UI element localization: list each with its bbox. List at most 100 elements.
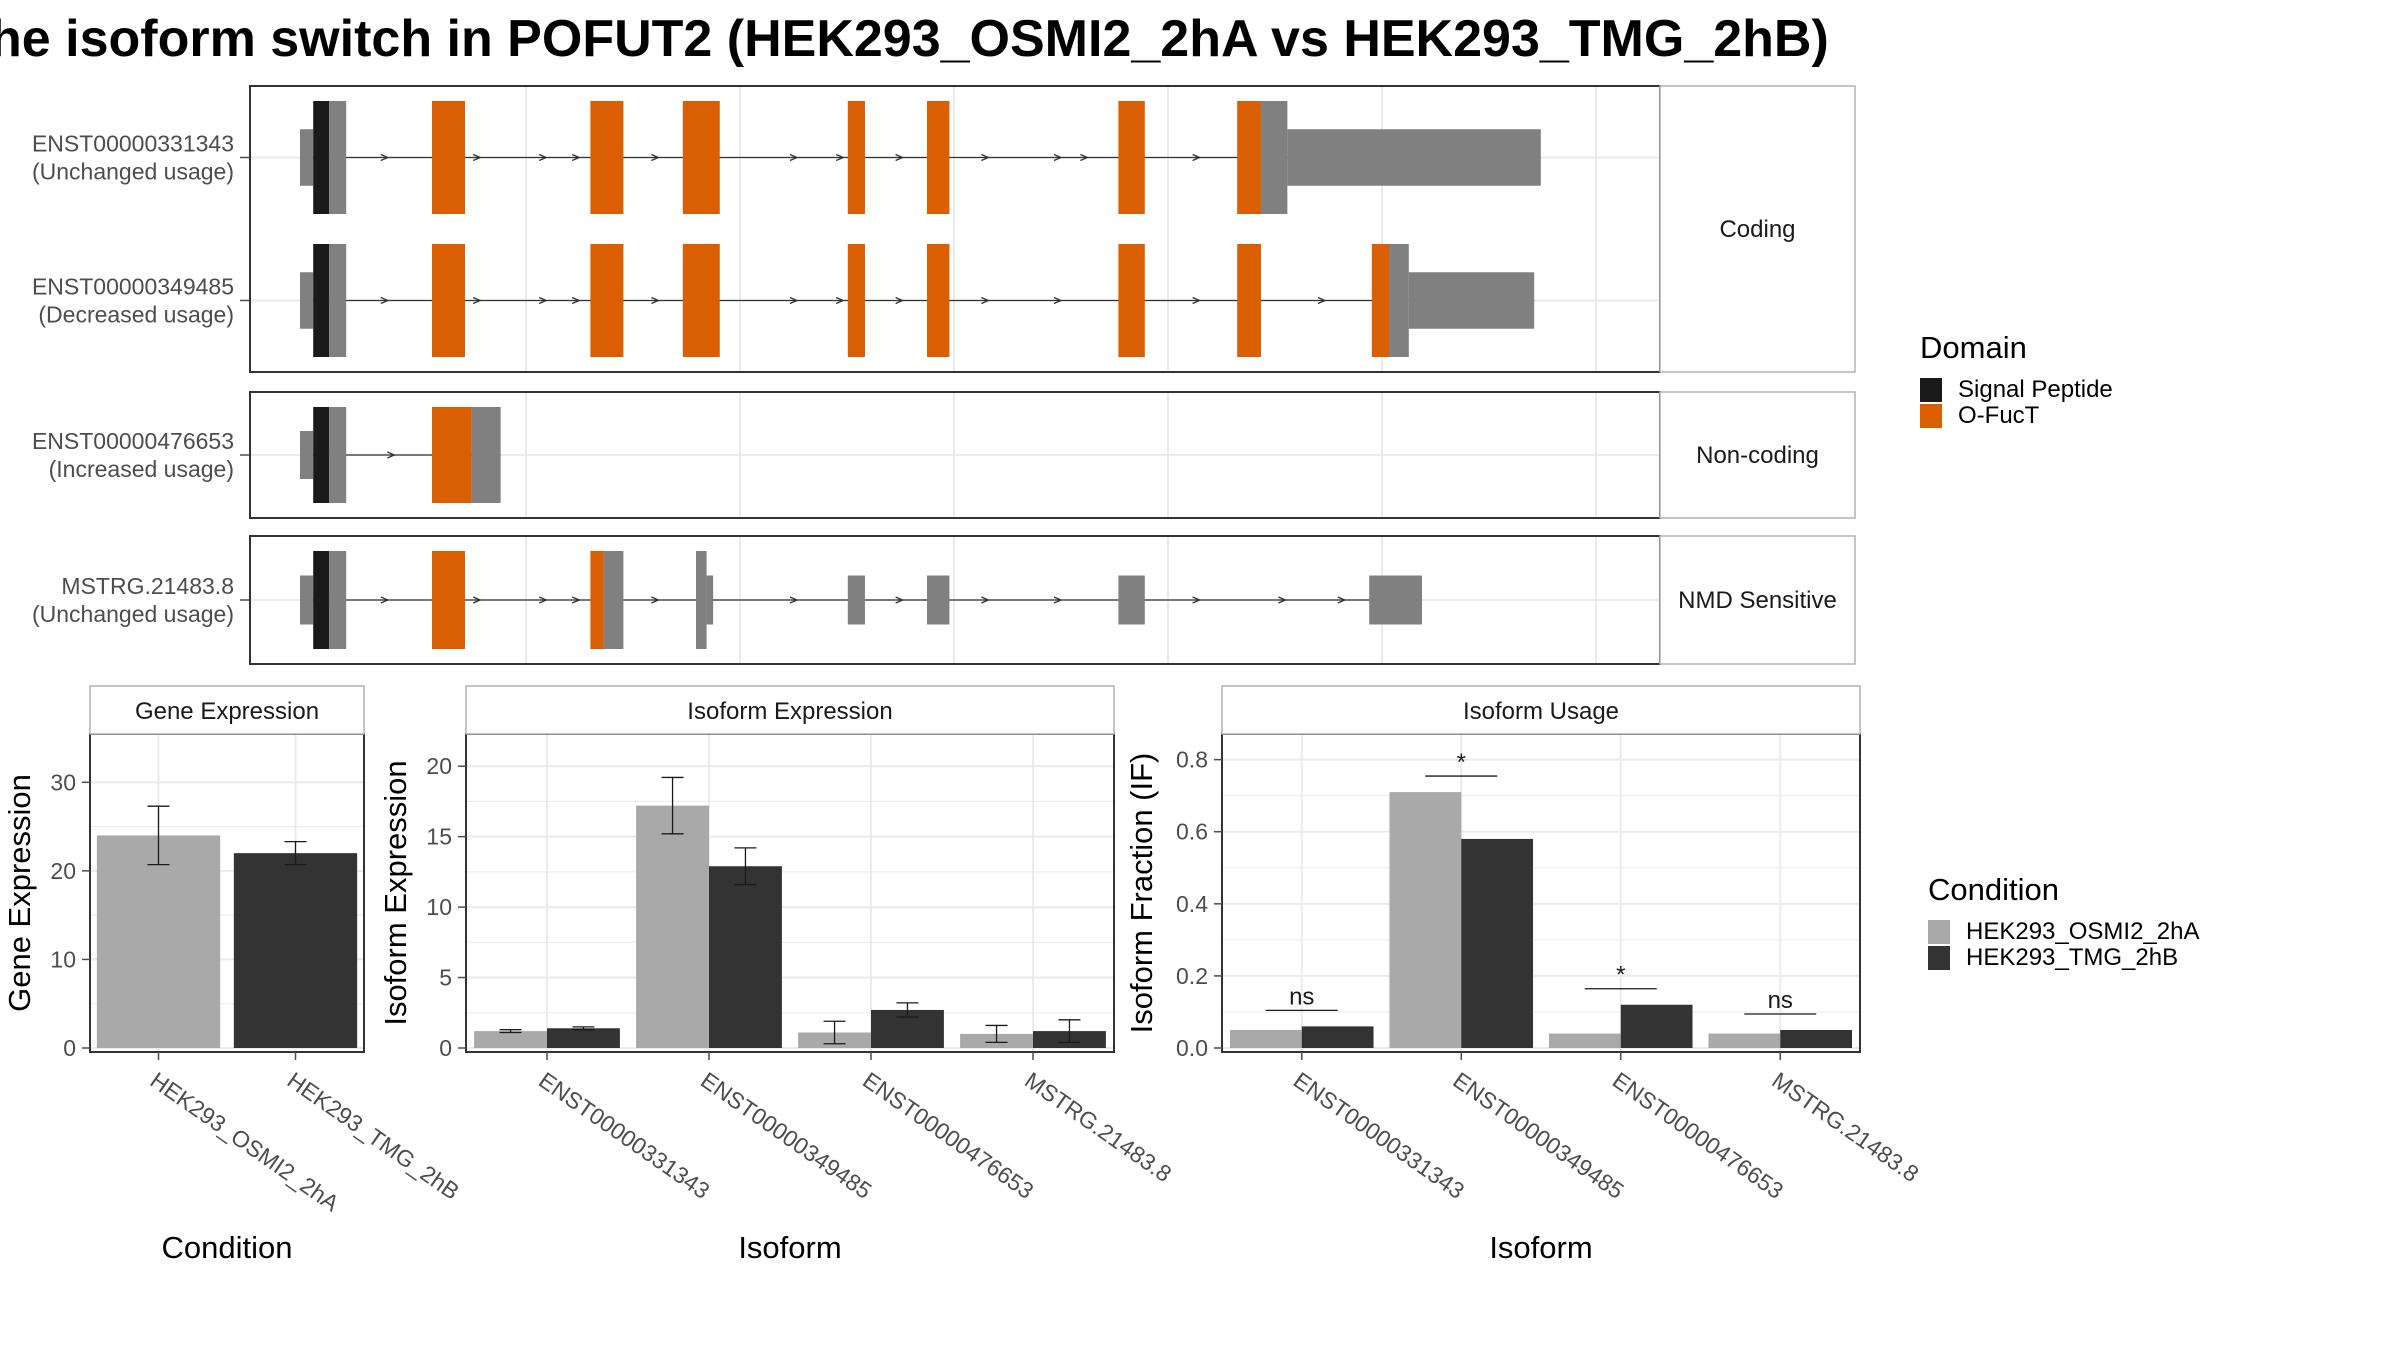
condition-legend-key xyxy=(1928,946,1950,970)
intron-arrow xyxy=(1317,296,1327,305)
y-tick-label: 0.4 xyxy=(1176,891,1208,917)
intron-arrow xyxy=(472,596,482,604)
transcript-ENST00000331343: ENST00000331343(Unchanged usage) xyxy=(32,101,1660,214)
transcript-MSTRG.21483.8: MSTRG.21483.8(Unchanged usage) xyxy=(32,551,1660,649)
intron-arrow xyxy=(1192,296,1202,305)
y-tick-label: 15 xyxy=(426,824,452,850)
transcript-id-label: ENST00000349485 xyxy=(32,274,234,300)
panel-strip-label: Isoform Usage xyxy=(1463,698,1619,725)
exon-o_fuct xyxy=(682,244,720,357)
intron-arrow xyxy=(895,596,905,604)
intron-arrow xyxy=(387,451,397,459)
x-tick-label: ENST00000476653 xyxy=(1608,1067,1788,1204)
exon-utr xyxy=(471,407,501,503)
condition-legend-title: Condition xyxy=(1928,872,2059,907)
exon-utr xyxy=(329,407,347,503)
exon-utr xyxy=(300,575,314,625)
transcript-id-label: ENST00000476653 xyxy=(32,428,234,454)
bar xyxy=(1620,1004,1693,1048)
exon-o_fuct xyxy=(1237,244,1261,357)
y-tick-label: 0 xyxy=(439,1035,452,1061)
significance-label: ns xyxy=(1768,987,1793,1014)
facet-strip xyxy=(1659,535,1856,665)
exon-o_fuct xyxy=(847,101,865,214)
bar xyxy=(547,1028,620,1048)
intron-arrow xyxy=(1192,153,1202,162)
intron-arrow xyxy=(472,153,482,162)
exon-utr xyxy=(300,431,314,479)
condition-legend-label: HEK293_OSMI2_2hA xyxy=(1966,918,2199,945)
exon-o_fuct xyxy=(1371,244,1389,357)
exon-o_fuct xyxy=(927,101,950,214)
y-tick-label: 10 xyxy=(426,894,452,920)
exon-o_fuct xyxy=(1237,101,1261,214)
exon-o_fuct xyxy=(432,407,472,503)
intron-arrow xyxy=(789,153,799,162)
significance-label: ns xyxy=(1289,983,1314,1010)
plot-background xyxy=(466,734,1114,1052)
x-axis-title: Isoform xyxy=(738,1230,841,1265)
x-tick-label: MSTRG.21483.8 xyxy=(1767,1067,1923,1187)
isoform-expression-panel: Isoform Expression 0 5 10 15 20 ENST0000033134… xyxy=(378,685,1176,1265)
exon-o_fuct xyxy=(682,101,720,214)
bar xyxy=(96,835,221,1048)
y-axis-title: Gene Expression xyxy=(2,774,37,1012)
y-tick-label: 0.0 xyxy=(1176,1035,1208,1061)
intron-arrow xyxy=(895,296,905,305)
exon-utr_thin xyxy=(847,575,865,625)
intron-arrow xyxy=(538,153,548,162)
exon-utr_thin xyxy=(1118,575,1145,625)
bar xyxy=(1548,1033,1621,1048)
gene-expression-panel: Gene Expression0102030HEK293_OSMI2_2hAHE… xyxy=(2,685,464,1265)
intron-arrow xyxy=(571,596,581,604)
intron-arrow xyxy=(1337,596,1347,604)
panel-strip-label: Gene Expression xyxy=(135,698,319,725)
y-tick-label: 20 xyxy=(426,753,452,779)
bar xyxy=(636,805,709,1048)
exon-utr_thin xyxy=(1287,129,1541,186)
exon-utr_thin xyxy=(1369,575,1422,625)
y-tick-label: 0.8 xyxy=(1176,747,1208,773)
y-tick-label: 20 xyxy=(50,858,76,884)
significance-label: * xyxy=(1616,962,1625,989)
bar xyxy=(1229,1029,1302,1048)
chart-title: he isoform switch in POFUT2 (HEK293_OSMI… xyxy=(0,10,1829,68)
intron-arrow xyxy=(1053,596,1063,604)
transcript-ENST00000476653: ENST00000476653(Increased usage) xyxy=(32,407,1660,503)
exon-o_fuct xyxy=(847,244,865,357)
intron-arrow xyxy=(981,296,991,305)
x-tick-label: ENST00000349485 xyxy=(696,1067,876,1204)
exon-utr_thin xyxy=(1408,272,1535,329)
transcript-structure-panel: ENST00000331343(Unchanged usage)ENST0000… xyxy=(32,85,1856,665)
y-tick-label: 0.2 xyxy=(1176,963,1208,989)
x-tick-label: ENST00000349485 xyxy=(1448,1067,1628,1204)
y-tick-label: 0 xyxy=(63,1035,76,1061)
domain-legend-key xyxy=(1920,404,1942,428)
intron-arrow xyxy=(981,596,991,604)
exon-signal_peptide xyxy=(313,407,330,503)
exon-o_fuct xyxy=(927,244,950,357)
intron-arrow xyxy=(651,596,661,604)
exon-o_fuct xyxy=(432,244,465,357)
exon-utr_thin xyxy=(706,575,714,625)
transcript-id-label: ENST00000331343 xyxy=(32,131,234,157)
transcript-usage-label: (Unchanged usage) xyxy=(32,601,234,627)
exon-o_fuct xyxy=(590,244,624,357)
intron-arrow xyxy=(538,596,548,604)
intron-arrow xyxy=(538,296,548,305)
x-tick-label: MSTRG.21483.8 xyxy=(1020,1067,1176,1187)
intron-arrow xyxy=(1053,296,1063,305)
intron-arrow xyxy=(472,296,482,305)
facet-strip-label: Non-coding xyxy=(1696,442,1819,469)
transcript-ENST00000349485: ENST00000349485(Decreased usage) xyxy=(32,244,1660,357)
intron-arrow xyxy=(1053,153,1063,162)
intron-arrow xyxy=(651,153,661,162)
bar xyxy=(1301,1026,1374,1048)
plot-background xyxy=(1222,734,1860,1052)
exon-utr_thin xyxy=(927,575,950,625)
exon-utr xyxy=(696,551,707,649)
panel-strip xyxy=(1221,685,1861,735)
exon-utr xyxy=(329,244,347,357)
condition-legend-key xyxy=(1928,920,1950,944)
facet-2: MSTRG.21483.8(Unchanged usage) NMD Sensit… xyxy=(32,535,1856,665)
